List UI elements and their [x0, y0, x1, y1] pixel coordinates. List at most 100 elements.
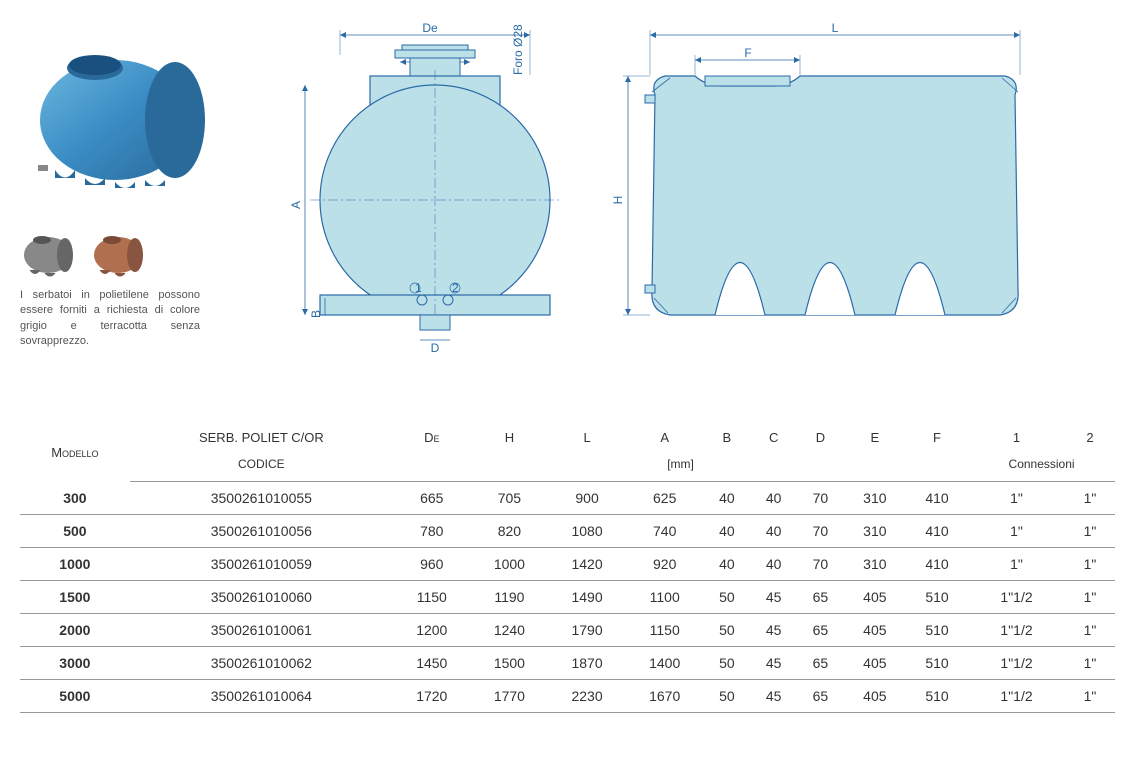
cell-D: 70: [797, 548, 844, 581]
cell-A: 740: [626, 515, 704, 548]
cell-D: 65: [797, 647, 844, 680]
cell-C: 45: [750, 614, 797, 647]
cell-E: 405: [844, 581, 906, 614]
cell-c2: 1": [1065, 647, 1115, 680]
col-L: L: [548, 420, 626, 451]
cell-modello: 500: [20, 515, 130, 548]
cell-F: 410: [906, 515, 968, 548]
cell-C: 40: [750, 515, 797, 548]
cell-c1: 1"1/2: [968, 614, 1065, 647]
cell-E: 405: [844, 614, 906, 647]
cell-De: 1450: [393, 647, 471, 680]
label-Foro: Foro Ø28: [511, 24, 525, 75]
cell-De: 780: [393, 515, 471, 548]
cell-H: 820: [471, 515, 549, 548]
cell-C: 40: [750, 482, 797, 515]
product-column: I serbatoi in polietilene possono essere…: [20, 20, 240, 360]
cell-modello: 300: [20, 482, 130, 515]
cell-modello: 2000: [20, 614, 130, 647]
cell-E: 310: [844, 548, 906, 581]
cell-B: 50: [704, 614, 751, 647]
cell-c2: 1": [1065, 515, 1115, 548]
label-De: De: [422, 21, 438, 35]
cell-codice: 3500261010064: [130, 680, 393, 713]
cell-modello: 5000: [20, 680, 130, 713]
cell-F: 410: [906, 482, 968, 515]
cell-D: 65: [797, 680, 844, 713]
cell-H: 705: [471, 482, 549, 515]
cell-F: 410: [906, 548, 968, 581]
cell-H: 1240: [471, 614, 549, 647]
cell-codice: 3500261010059: [130, 548, 393, 581]
terracotta-tank-icon: [90, 230, 150, 280]
cell-B: 50: [704, 680, 751, 713]
top-section: I serbatoi in polietilene possono essere…: [20, 20, 1115, 360]
cell-c1: 1": [968, 548, 1065, 581]
cell-H: 1500: [471, 647, 549, 680]
cell-c1: 1": [968, 515, 1065, 548]
cell-modello: 1500: [20, 581, 130, 614]
cell-codice: 3500261010062: [130, 647, 393, 680]
cell-D: 65: [797, 614, 844, 647]
cell-De: 1720: [393, 680, 471, 713]
cell-L: 900: [548, 482, 626, 515]
cell-De: 665: [393, 482, 471, 515]
col-H: H: [471, 420, 549, 451]
cell-c2: 1": [1065, 581, 1115, 614]
col-B: B: [704, 420, 751, 451]
cell-C: 40: [750, 548, 797, 581]
specifications-table: Modello SERB. POLIET C/OR De H L A B C D…: [20, 420, 1115, 713]
cell-B: 50: [704, 647, 751, 680]
cell-B: 40: [704, 548, 751, 581]
cell-C: 45: [750, 647, 797, 680]
cell-B: 40: [704, 515, 751, 548]
cell-c1: 1": [968, 482, 1065, 515]
cell-B: 50: [704, 581, 751, 614]
col-D: D: [797, 420, 844, 451]
color-note: I serbatoi in polietilene possono essere…: [20, 288, 200, 350]
cell-modello: 3000: [20, 647, 130, 680]
table-row: 5000350026101006417201770223016705045654…: [20, 680, 1115, 713]
col-mm: [mm]: [393, 451, 968, 482]
front-view-diagram: De E Foro Ø28 1 2: [270, 20, 570, 360]
cell-D: 70: [797, 515, 844, 548]
col-c2: 2: [1065, 420, 1115, 451]
label-F: F: [744, 46, 751, 60]
cell-E: 310: [844, 482, 906, 515]
cell-H: 1000: [471, 548, 549, 581]
label-H: H: [611, 196, 625, 205]
technical-diagrams: De E Foro Ø28 1 2: [270, 20, 1115, 360]
cell-A: 1100: [626, 581, 704, 614]
cell-codice: 3500261010056: [130, 515, 393, 548]
cell-L: 1790: [548, 614, 626, 647]
cell-L: 1490: [548, 581, 626, 614]
cell-c1: 1"1/2: [968, 647, 1065, 680]
col-De: De: [393, 420, 471, 451]
cell-E: 405: [844, 647, 906, 680]
cell-De: 1150: [393, 581, 471, 614]
col-E: E: [844, 420, 906, 451]
cell-c1: 1"1/2: [968, 581, 1065, 614]
cell-A: 625: [626, 482, 704, 515]
cell-D: 65: [797, 581, 844, 614]
col-conn: Connessioni: [968, 451, 1115, 482]
cell-H: 1190: [471, 581, 549, 614]
col-serb: SERB. POLIET C/OR: [130, 420, 393, 451]
cell-De: 1200: [393, 614, 471, 647]
label-A: A: [289, 201, 303, 209]
cell-c2: 1": [1065, 680, 1115, 713]
cell-L: 2230: [548, 680, 626, 713]
cell-c2: 1": [1065, 482, 1115, 515]
cell-E: 405: [844, 680, 906, 713]
grey-tank-icon: [20, 230, 80, 280]
cell-C: 45: [750, 680, 797, 713]
col-codice: CODICE: [130, 451, 393, 482]
cell-c1: 1"1/2: [968, 680, 1065, 713]
cell-D: 70: [797, 482, 844, 515]
cell-De: 960: [393, 548, 471, 581]
label-B: B: [309, 310, 323, 318]
svg-text:D: D: [431, 341, 440, 355]
col-modello: Modello: [20, 420, 130, 482]
cell-L: 1420: [548, 548, 626, 581]
cell-A: 1670: [626, 680, 704, 713]
